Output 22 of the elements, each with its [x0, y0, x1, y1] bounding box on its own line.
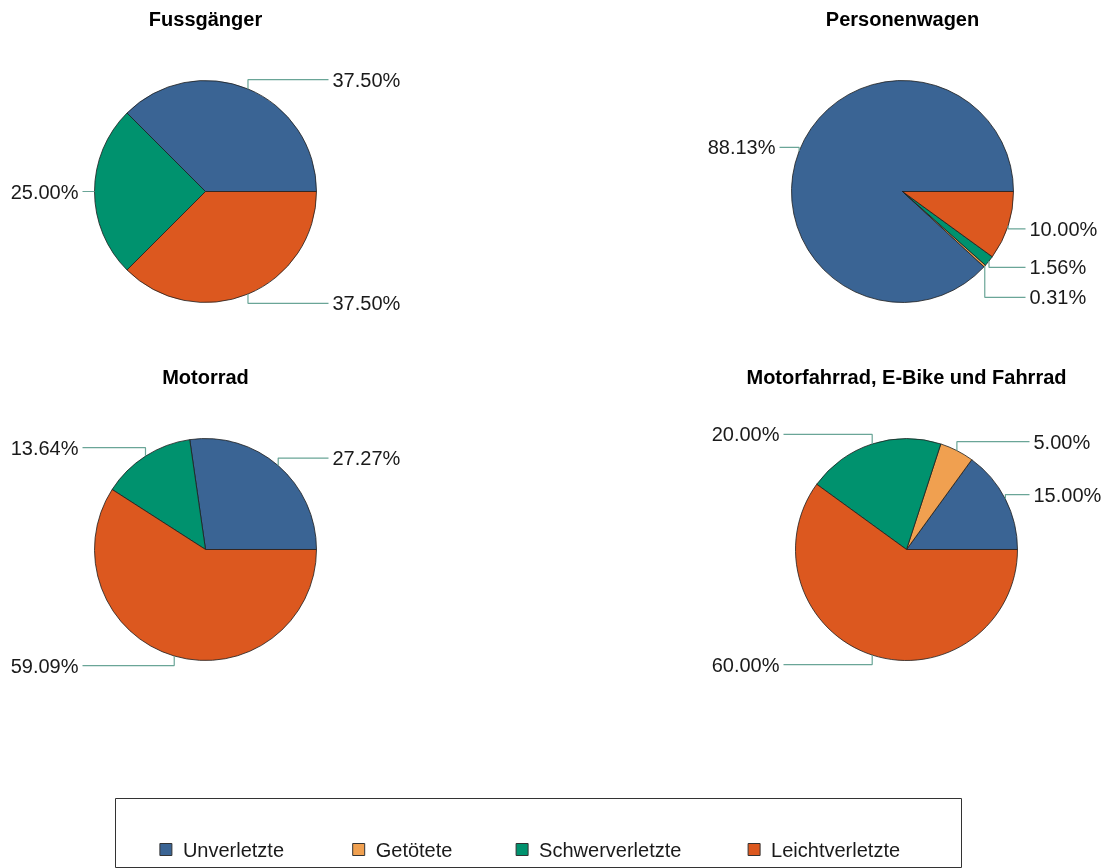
data-label: 20.00%	[711, 423, 780, 446]
chart-title: Fussgänger	[148, 7, 263, 30]
chart-title: Personenwagen	[825, 7, 980, 30]
legend-label: Unverletzte	[182, 838, 285, 861]
data-label: 13.64%	[10, 436, 79, 459]
legend-label: Getötete	[375, 838, 453, 861]
chart-title: Motorrad	[162, 365, 249, 388]
data-label: 5.00%	[1033, 430, 1091, 453]
data-label: 10.00%	[1029, 217, 1098, 240]
data-label: 25.00%	[10, 180, 79, 203]
data-label: 27.27%	[332, 447, 401, 470]
data-label: 15.00%	[1033, 483, 1102, 506]
data-label: 37.50%	[332, 68, 401, 91]
data-label: 0.31%	[1029, 286, 1087, 309]
chart-title: Motorfahrrad, E-Bike und Fahrrad	[746, 365, 1067, 388]
data-label: 88.13%	[707, 136, 776, 159]
data-label: 1.56%	[1029, 256, 1087, 279]
data-label: 37.50%	[332, 292, 401, 315]
data-label: 59.09%	[10, 654, 79, 677]
legend-label: Schwerverletzte	[539, 838, 682, 861]
data-label: 60.00%	[711, 653, 780, 676]
legend-label: Leichtverletzte	[771, 838, 901, 861]
